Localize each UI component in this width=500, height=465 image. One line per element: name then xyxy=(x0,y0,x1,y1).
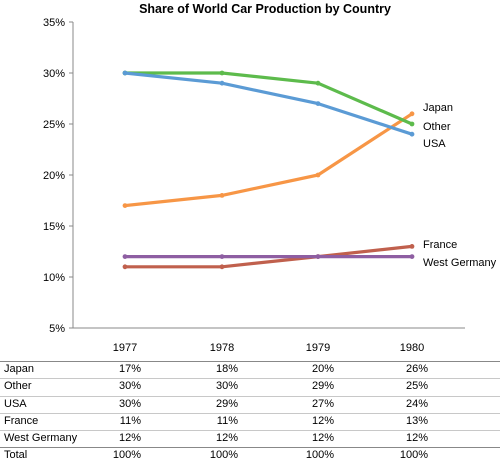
table-row-label: Other xyxy=(4,380,32,393)
table-row-total: Total 100% 100% 100% 100% xyxy=(0,448,500,464)
table-cell: 30% xyxy=(118,380,141,393)
series-label: France xyxy=(423,239,457,251)
table-cell: 100% xyxy=(112,449,141,462)
series-label: Japan xyxy=(423,102,453,114)
series-label: Other xyxy=(423,121,451,133)
x-tick-label: 1978 xyxy=(210,342,234,354)
table-cell: 12% xyxy=(118,432,141,445)
series-line-usa xyxy=(123,71,414,136)
table-cell: 30% xyxy=(118,397,141,410)
table-cell: 100% xyxy=(399,449,428,462)
table-total-rule xyxy=(0,447,500,449)
series-label: West Germany xyxy=(423,257,497,269)
y-tick-label: 20% xyxy=(43,170,65,182)
table-row-divider xyxy=(0,430,500,432)
y-tick-label: 30% xyxy=(43,68,65,80)
line-chart: Share of World Car Production by Country… xyxy=(43,2,497,354)
data-point xyxy=(219,193,225,198)
data-table: Japan 17% 18% 20% 26% Other 30% 30% 29% 25% USA 30%… xyxy=(0,361,500,465)
table-row: Other 30% 30% 29% 25% xyxy=(0,379,500,395)
table-cell: 12% xyxy=(311,414,334,427)
table-row-label: Total xyxy=(4,449,28,462)
data-point xyxy=(409,121,415,127)
table-cell: 24% xyxy=(405,397,428,410)
table-cell: 29% xyxy=(215,397,238,410)
table-row-label: USA xyxy=(4,397,27,410)
table-cell: 30% xyxy=(215,380,238,393)
data-point xyxy=(122,264,128,270)
data-point xyxy=(315,101,321,106)
table-top-rule xyxy=(0,361,500,362)
data-point xyxy=(315,172,321,178)
data-point xyxy=(219,254,225,259)
table-row-divider xyxy=(0,378,500,380)
series-labels: Japan Other USA France West Germany xyxy=(423,102,497,269)
data-point xyxy=(219,264,225,270)
y-tick-label: 15% xyxy=(43,221,65,233)
table-cell: 18% xyxy=(215,363,238,375)
series-line-other xyxy=(123,71,414,126)
table-row: USA 30% 29% 27% 24% xyxy=(0,397,500,413)
y-tick-label: 35% xyxy=(43,17,65,29)
table-row-label: France xyxy=(4,414,39,427)
data-point xyxy=(409,254,415,259)
table-cell: 12% xyxy=(405,432,428,445)
table-body: Japan 17% 18% 20% 26% Other 30% 30% 29% 25% USA 30%… xyxy=(0,362,500,447)
table-cell: 100% xyxy=(305,449,334,462)
x-tick-label: 1977 xyxy=(113,342,137,354)
table-cell: 12% xyxy=(215,432,238,445)
table-row-divider xyxy=(0,412,500,414)
table-row-label: West Germany xyxy=(4,432,78,445)
data-point xyxy=(409,244,415,249)
y-tick-label: 5% xyxy=(49,323,65,335)
series-line-france xyxy=(123,244,414,269)
chart-axes: 5% 10% 15% 20% 25% 30% 35% xyxy=(43,17,465,335)
series-label: USA xyxy=(423,138,446,150)
data-point xyxy=(219,80,225,86)
table-row-label: Japan xyxy=(4,363,34,375)
chart-title: Share of World Car Production by Country xyxy=(139,2,391,16)
table-cell: 20% xyxy=(311,363,334,375)
table-cell: 29% xyxy=(311,380,334,393)
data-point xyxy=(122,70,128,76)
data-point xyxy=(219,70,225,76)
y-tick-label: 10% xyxy=(43,272,65,284)
table-cell: 13% xyxy=(405,414,428,427)
x-tick-label: 1979 xyxy=(306,342,330,354)
data-point xyxy=(409,111,415,117)
data-point xyxy=(409,131,415,137)
y-tick-label: 25% xyxy=(43,119,65,131)
data-point xyxy=(315,254,321,259)
table-cell: 11% xyxy=(216,414,238,427)
table-cell: 25% xyxy=(405,380,428,393)
x-tick-label: 1980 xyxy=(400,342,424,354)
table-row-divider xyxy=(0,395,500,397)
table-row: France 11% 11% 12% 13% xyxy=(0,414,500,430)
table-cell: 12% xyxy=(311,432,334,445)
chart-series xyxy=(122,70,415,270)
table-cell: 100% xyxy=(209,449,238,462)
table-cell: 11% xyxy=(119,414,141,427)
table-row: West Germany 12% 12% 12% 12% xyxy=(0,431,500,447)
data-point xyxy=(122,203,128,209)
table-cell: 26% xyxy=(405,363,428,375)
data-point xyxy=(122,254,128,259)
data-point xyxy=(315,80,321,86)
table-row: Japan 17% 18% 20% 26% xyxy=(0,362,500,378)
series-line-japan xyxy=(123,112,414,208)
table-cell: 17% xyxy=(118,363,141,375)
table-cell: 27% xyxy=(311,397,334,410)
x-axis-labels: 1977 1978 1979 1980 xyxy=(113,342,424,354)
